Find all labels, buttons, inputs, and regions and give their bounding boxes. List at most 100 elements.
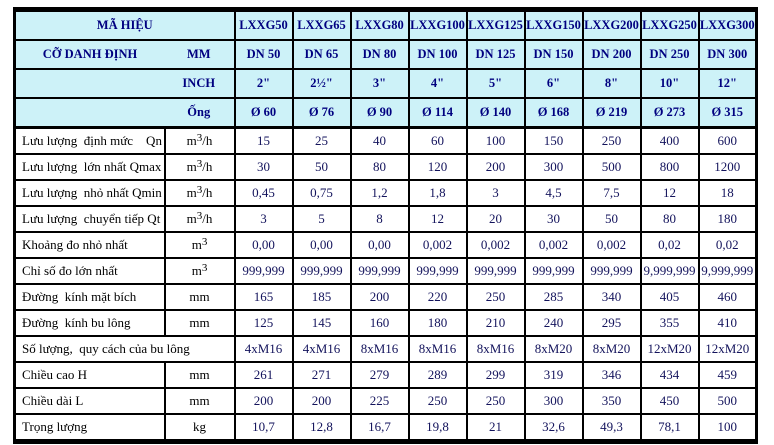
row-label: Chiều dài L [13,387,166,415]
value-cell: 0,75 [291,179,352,207]
header-value-cell: 8" [581,68,642,99]
header-value-cell: Ø 76 [291,97,352,129]
row-label: Lưu lượng định mức Qn [13,126,166,155]
value-cell: 279 [349,361,410,389]
header-unit-text: Ống [187,105,211,119]
value-cell: 200 [233,387,294,415]
value-cell: 459 [697,361,758,389]
value-cell: 289 [407,361,468,389]
value-cell: 4,5 [523,179,584,207]
unit-base: mm [189,367,210,382]
header-value-cell: DN 300 [697,39,758,70]
unit-superscript: 3 [201,262,208,274]
header-value-cell: Ø 219 [581,97,642,129]
table-row: Chiều cao H mm 261 271 279 289 299 319 346 434 459 [13,361,758,389]
header-value-cell: Ø 90 [349,97,410,129]
unit-rest: /h [202,159,213,174]
value-cell: 25 [291,126,352,155]
unit-base: m [186,211,197,226]
value-cell: 10,7 [233,413,294,443]
header-value-cell: 4" [407,68,468,99]
value-cell: 200 [349,283,410,311]
unit-base: m [186,185,197,200]
unit-superscript: 3 [196,210,203,222]
header-label-cell: MÃ HIỆU [13,8,236,41]
value-cell: 16,7 [349,413,410,443]
unit-base: m [186,133,197,148]
value-cell: 185 [291,283,352,311]
value-cell: 999,999 [407,257,468,285]
row-label: Số lượng, quy cách của bu lông [13,335,236,363]
row-label: Lưu lượng lớn nhất Qmax [13,153,166,181]
value-cell: 19,8 [407,413,468,443]
row-unit: m3/h [163,126,236,155]
value-cell: 40 [349,126,410,155]
value-cell: 78,1 [639,413,700,443]
value-cell: 0,002 [581,231,642,259]
row-unit: m3/h [163,153,236,181]
header-value-cell: 10" [639,68,700,99]
unit-rest: /h [202,185,213,200]
header-value-cell: DN 80 [349,39,410,70]
value-cell: 0,02 [639,231,700,259]
value-cell: 0,45 [233,179,294,207]
header-value-cell: LXXG250 [639,8,700,41]
row-unit: mm [163,283,236,311]
row-label: Khoảng đo nhỏ nhất [13,231,166,259]
value-cell: 15 [233,126,294,155]
value-cell: 8xM16 [407,335,468,363]
table-body: Lưu lượng định mức Qn m3/h 15 25 40 60 100 150 2… [13,126,758,443]
header-value-cell: 6" [523,68,584,99]
value-cell: 0,02 [697,231,758,259]
value-cell: 250 [465,283,526,311]
table-row: Lưu lượng nhỏ nhất Qmin m3/h 0,45 0,75 1,2 1,… [13,179,758,207]
value-cell: 100 [697,413,758,443]
value-cell: 999,999 [465,257,526,285]
row-unit: m3 [163,257,236,285]
value-cell: 9,999,999 [639,257,700,285]
table-row: Lưu lượng định mức Qn m3/h 15 25 40 60 100 150 2… [13,126,758,155]
value-cell: 120 [407,153,468,181]
row-unit: mm [163,387,236,415]
value-cell: 8xM16 [349,335,410,363]
row-label: Lưu lượng nhỏ nhất Qmin [13,179,166,207]
unit-base: m [191,263,202,278]
value-cell: 60 [407,126,468,155]
value-cell: 319 [523,361,584,389]
row-unit: m3/h [163,205,236,233]
header-value-cell: DN 65 [291,39,352,70]
value-cell: 1200 [697,153,758,181]
header-label-cell: INCH [13,68,236,99]
value-cell: 125 [233,309,294,337]
header-value-cell: DN 50 [233,39,294,70]
unit-superscript: 3 [196,158,203,170]
value-cell: 150 [523,126,584,155]
value-cell: 999,999 [233,257,294,285]
value-cell: 12,8 [291,413,352,443]
unit-superscript: 3 [201,236,208,248]
header-value-cell: LXXG100 [407,8,468,41]
unit-base: m [191,237,202,252]
value-cell: 999,999 [581,257,642,285]
value-cell: 12xM20 [639,335,700,363]
header-unit-text: MM [186,47,211,61]
row-unit: mm [163,309,236,337]
value-cell: 0,00 [349,231,410,259]
value-cell: 12 [639,179,700,207]
header-label-cell: Ống [13,97,236,129]
value-cell: 295 [581,309,642,337]
value-cell: 285 [523,283,584,311]
value-cell: 800 [639,153,700,181]
value-cell: 434 [639,361,700,389]
unit-base: m [186,159,197,174]
table-row: Lưu lượng lớn nhất Qmax m3/h 30 50 80 120 200 3… [13,153,758,181]
value-cell: 300 [523,153,584,181]
value-cell: 261 [233,361,294,389]
header-value-cell: LXXG200 [581,8,642,41]
value-cell: 300 [523,387,584,415]
row-unit: m3 [163,231,236,259]
header-label-cell: CỠ DANH ĐỊNH MM [13,39,236,70]
table-row: Khoảng đo nhỏ nhất m3 0,00 0,00 0,00 0,002 0,0… [13,231,758,259]
header-value-cell: 5" [465,68,526,99]
